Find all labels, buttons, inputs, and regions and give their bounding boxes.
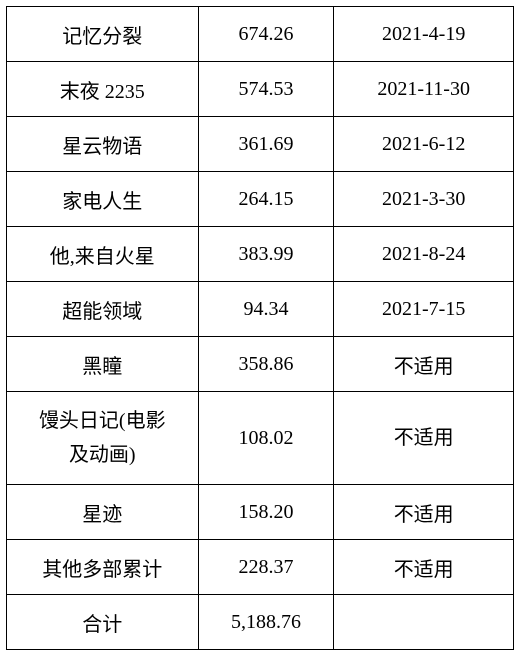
cell-name: 黑瞳: [7, 337, 199, 392]
table-row: 黑瞳 358.86 不适用: [7, 337, 514, 392]
cell-name: 星云物语: [7, 117, 199, 172]
cell-date: 不适用: [334, 540, 514, 595]
cell-date: 不适用: [334, 392, 514, 485]
table-row: 星云物语 361.69 2021-6-12: [7, 117, 514, 172]
table-row: 超能领域 94.34 2021-7-15: [7, 282, 514, 337]
cell-date: 2021-11-30: [334, 62, 514, 117]
cell-date: [334, 595, 514, 650]
cell-date: 2021-3-30: [334, 172, 514, 227]
cell-date: 2021-6-12: [334, 117, 514, 172]
table-row: 其他多部累计 228.37 不适用: [7, 540, 514, 595]
cell-value: 5,188.76: [198, 595, 334, 650]
cell-value: 264.15: [198, 172, 334, 227]
cell-value: 674.26: [198, 7, 334, 62]
cell-name: 末夜 2235: [7, 62, 199, 117]
table-row: 末夜 2235 574.53 2021-11-30: [7, 62, 514, 117]
cell-value: 358.86: [198, 337, 334, 392]
table-row: 记忆分裂 674.26 2021-4-19: [7, 7, 514, 62]
cell-name: 家电人生: [7, 172, 199, 227]
cell-value: 361.69: [198, 117, 334, 172]
cell-value: 383.99: [198, 227, 334, 282]
cell-date: 2021-8-24: [334, 227, 514, 282]
cell-name: 其他多部累计: [7, 540, 199, 595]
cell-value: 228.37: [198, 540, 334, 595]
table-row: 他,来自火星 383.99 2021-8-24: [7, 227, 514, 282]
cell-date: 2021-7-15: [334, 282, 514, 337]
cell-name: 他,来自火星: [7, 227, 199, 282]
cell-name: 合计: [7, 595, 199, 650]
cell-date: 不适用: [334, 337, 514, 392]
cell-name: 星迹: [7, 485, 199, 540]
table-body: 记忆分裂 674.26 2021-4-19 末夜 2235 574.53 202…: [7, 7, 514, 650]
table-row: 合计 5,188.76: [7, 595, 514, 650]
cell-value: 158.20: [198, 485, 334, 540]
cell-name: 记忆分裂: [7, 7, 199, 62]
cell-name: 馒头日记(电影及动画): [7, 392, 199, 485]
data-table: 记忆分裂 674.26 2021-4-19 末夜 2235 574.53 202…: [6, 6, 514, 650]
cell-value: 94.34: [198, 282, 334, 337]
table-row: 家电人生 264.15 2021-3-30: [7, 172, 514, 227]
table-row: 馒头日记(电影及动画) 108.02 不适用: [7, 392, 514, 485]
table-row: 星迹 158.20 不适用: [7, 485, 514, 540]
cell-date: 不适用: [334, 485, 514, 540]
cell-value: 108.02: [198, 392, 334, 485]
cell-name: 超能领域: [7, 282, 199, 337]
cell-value: 574.53: [198, 62, 334, 117]
cell-date: 2021-4-19: [334, 7, 514, 62]
